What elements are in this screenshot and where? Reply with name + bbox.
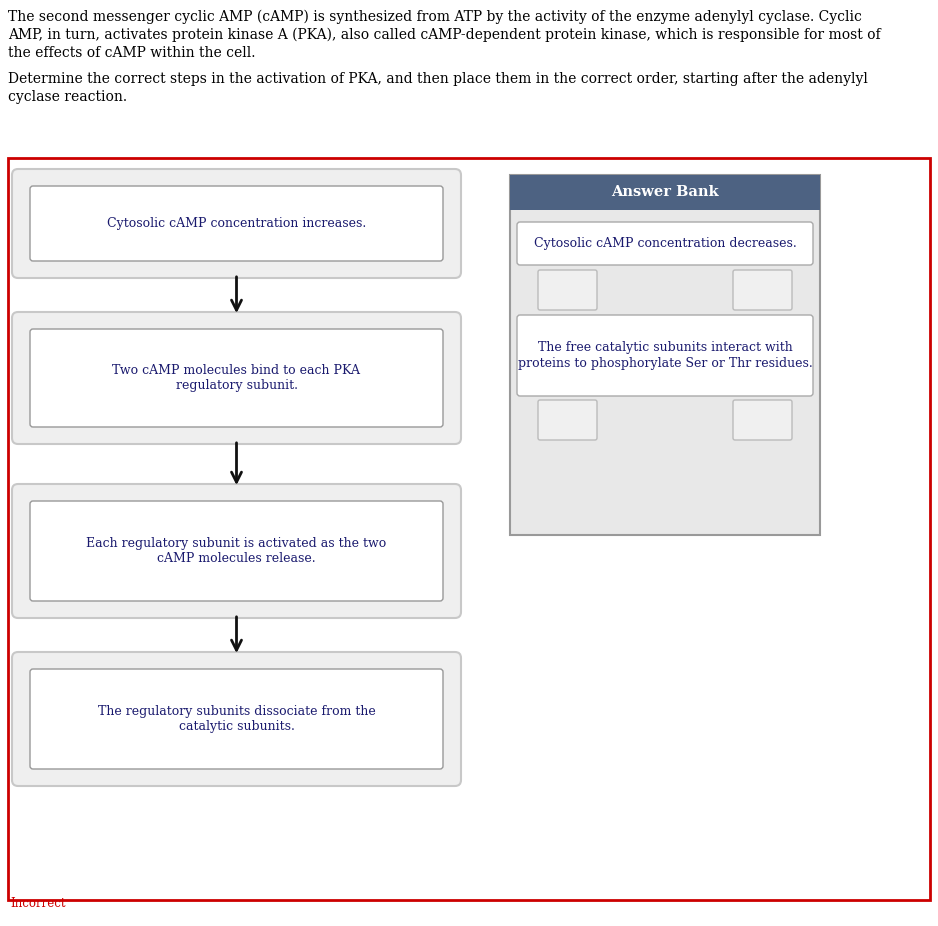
Text: Answer Bank: Answer Bank [612,185,719,199]
Bar [8,158,930,900]
Text: Each regulatory subunit is activated as the two
cAMP molecules release.: Each regulatory subunit is activated as … [86,537,386,565]
FancyBboxPatch shape [30,329,443,427]
Text: Cytosolic cAMP concentration decreases.: Cytosolic cAMP concentration decreases. [534,237,796,250]
Bar [510,175,820,535]
FancyBboxPatch shape [517,222,813,265]
FancyBboxPatch shape [12,169,461,278]
FancyBboxPatch shape [12,652,461,786]
FancyBboxPatch shape [30,186,443,261]
Bar [510,175,820,210]
FancyBboxPatch shape [30,669,443,769]
FancyBboxPatch shape [733,270,792,310]
FancyBboxPatch shape [538,270,597,310]
Text: the effects of cAMP within the cell.: the effects of cAMP within the cell. [8,46,255,60]
FancyBboxPatch shape [12,312,461,444]
Text: The second messenger cyclic AMP (cAMP) is synthesized from ATP by the activity o: The second messenger cyclic AMP (cAMP) i… [8,10,862,24]
FancyBboxPatch shape [30,501,443,601]
Text: The free catalytic subunits interact with
proteins to phosphorylate Ser or Thr r: The free catalytic subunits interact wit… [518,342,812,369]
Text: cyclase reaction.: cyclase reaction. [8,90,128,104]
Text: Incorrect: Incorrect [10,897,66,910]
Text: Cytosolic cAMP concentration increases.: Cytosolic cAMP concentration increases. [107,217,366,230]
Text: Determine the correct steps in the activation of PKA, and then place them in the: Determine the correct steps in the activ… [8,72,868,86]
Text: Two cAMP molecules bind to each PKA
regulatory subunit.: Two cAMP molecules bind to each PKA regu… [113,364,360,392]
Text: AMP, in turn, activates protein kinase A (PKA), also called cAMP-dependent prote: AMP, in turn, activates protein kinase A… [8,28,881,43]
Text: The regulatory subunits dissociate from the
catalytic subunits.: The regulatory subunits dissociate from … [98,705,375,733]
FancyBboxPatch shape [538,400,597,440]
FancyBboxPatch shape [517,315,813,396]
FancyBboxPatch shape [12,484,461,618]
FancyBboxPatch shape [733,400,792,440]
